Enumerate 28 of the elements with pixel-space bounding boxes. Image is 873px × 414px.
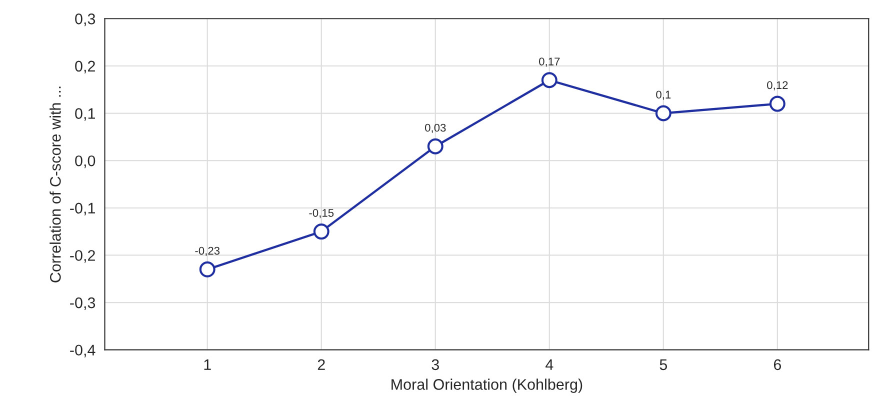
x-tick-label: 5 [660, 359, 668, 370]
y-tick-label: -0,1 [70, 202, 95, 216]
y-tick-label: 0,1 [75, 108, 95, 121]
y-tick-label: -0,2 [70, 250, 95, 263]
data-label: -0,15 [309, 208, 334, 218]
data-label: 0,12 [767, 81, 788, 90]
point [427, 138, 444, 154]
data-label: -0,23 [195, 246, 220, 256]
point [655, 105, 672, 122]
x-tick-label: 3 [432, 359, 439, 370]
y-tick-label: 0,2 [75, 60, 95, 74]
point [769, 96, 786, 112]
y-tick-label: 0,3 [75, 14, 96, 26]
point [313, 224, 330, 240]
y-axis-title: Correlation of C-score with ... [50, 86, 61, 282]
x-tick-label: 1 [204, 359, 211, 370]
data-label: 0,03 [425, 124, 446, 133]
y-tick-label: -0,4 [70, 344, 96, 358]
data-label: 0,17 [539, 58, 560, 67]
point [541, 72, 558, 88]
point [199, 261, 216, 278]
x-tick-label: 4 [546, 359, 554, 370]
y-tick-label: 0,0 [75, 155, 96, 168]
x-axis-title: Moral Orientation (Kohlberg) [392, 378, 582, 393]
data-label: 0,1 [656, 90, 671, 100]
y-tick-label: -0,3 [70, 297, 96, 310]
x-tick-label: 6 [774, 359, 782, 370]
x-tick-label: 2 [318, 359, 325, 370]
